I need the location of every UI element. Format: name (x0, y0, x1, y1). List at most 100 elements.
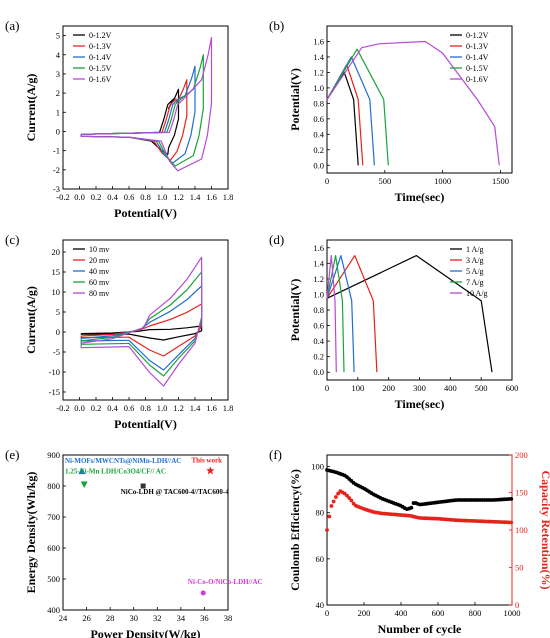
data-point (349, 498, 354, 503)
legend-entry: 80 mv (89, 289, 109, 298)
x-tick-label: 1500 (492, 176, 509, 186)
y-tick-label: 1.4 (313, 258, 324, 268)
x-tick-label: -0.2 (56, 403, 69, 413)
x-axis-label: Time(sec) (395, 397, 445, 411)
x-axis-label: Number of cycle (378, 622, 462, 636)
y-tick-label: 1 (56, 107, 60, 117)
x-tick-label: 400 (395, 608, 408, 618)
gcd-curve (326, 255, 345, 373)
x-tick-label: 0.6 (124, 403, 135, 413)
y-axis-label: Current(A/g) (24, 74, 38, 142)
x-tick-label: 0.6 (124, 192, 135, 202)
y-tick-label: 1.6 (313, 243, 324, 253)
x-tick-label: 28 (106, 613, 115, 623)
legend-entry: 0-1.3V (466, 42, 489, 51)
data-point (409, 505, 414, 510)
data-point (336, 491, 340, 496)
y-tick-label: 0.2 (313, 352, 324, 362)
data-point (206, 466, 215, 475)
gcd-curve (326, 255, 493, 373)
legend-entry: 5 A/g (466, 267, 484, 276)
x-tick-label: 0.2 (91, 192, 102, 202)
x-tick-label: 0 (325, 176, 329, 186)
x-tick-label: 0 (325, 383, 329, 393)
data-point (140, 483, 146, 489)
legend-entry: 0-1.2V (466, 31, 489, 40)
y-tick-label: 0 (56, 126, 60, 136)
x-tick-label: 24 (59, 613, 68, 623)
point-label: NiCo-LDH @ TAC600-4//TAC600-4 (121, 488, 230, 496)
x-axis-label: Potential(V) (114, 417, 177, 431)
x-tick-label: 0.8 (140, 403, 151, 413)
legend-entry: 3 A/g (466, 256, 484, 265)
y-tick-label: 5 (56, 31, 60, 41)
y-tick-label: -5 (53, 347, 60, 357)
gcd-curve (326, 255, 337, 373)
x-tick-label: 1.4 (190, 192, 201, 202)
gcd-curve (326, 48, 389, 166)
x-tick-label: 1000 (504, 608, 521, 618)
legend-entry: 0-1.6V (89, 75, 112, 84)
x-tick-label: 1.2 (173, 192, 184, 202)
y-axis-label: Current(A/g) (24, 286, 38, 354)
y-tick-label: 15 (52, 267, 61, 277)
panel-a: -0.2 0.0 0.2 0.4 0.6 0.8 1.0 1.2 1.4 1.6 1.8 -3 -2 -1… (5, 18, 233, 220)
x-axis-label: Time(sec) (395, 190, 445, 204)
y-tick-label: 5 (56, 307, 60, 317)
data-point (329, 504, 334, 508)
panel-letter: (c) (5, 232, 19, 247)
legend-entry: 0-1.2V (89, 31, 112, 40)
x-tick-label: 0.8 (140, 192, 151, 202)
y-tick-label: 0.6 (313, 321, 324, 331)
data-point (200, 590, 206, 596)
x-tick-label: 1.6 (206, 403, 217, 413)
x-tick-label: 32 (153, 613, 162, 623)
x-tick-label: 100 (351, 383, 364, 393)
y-tick-label: 0.6 (313, 114, 324, 124)
y-tick-label: 80 (316, 508, 325, 518)
x-tick-label: 34 (177, 613, 186, 623)
legend-entry: 10 A/g (466, 289, 488, 298)
x-axis-label: Potential(V) (114, 206, 177, 220)
y2-tick-label: 100 (515, 525, 528, 535)
legend-entry: 0-1.4V (89, 53, 112, 62)
legend: 0-1.2V 0-1.3V 0-1.4V 0-1.5V 0-1.6V (73, 31, 112, 84)
cv-curve (80, 88, 180, 156)
y-tick-label: 1.0 (313, 289, 324, 299)
x-tick-label: 1.8 (223, 192, 234, 202)
legend-entry: 0-1.5V (466, 64, 489, 73)
x-tick-label: 26 (82, 613, 91, 623)
y-tick-label: -2 (53, 165, 60, 175)
x-tick-label: 400 (444, 383, 457, 393)
y-tick-label: 0.4 (313, 129, 324, 139)
panel-d: 0 100 200 300 400 500 600 0.0 0.2 0.4 0.6 0.8 1.0 1.2… (269, 232, 518, 411)
y-tick-label: 1.0 (313, 83, 324, 93)
y-tick-label: 400 (47, 605, 60, 615)
x-tick-label: 0.0 (74, 403, 85, 413)
x-tick-label: 1000 (434, 176, 451, 186)
y-tick-label: 20 (52, 247, 61, 257)
panel-c: -0.2 0.0 0.2 0.4 0.6 0.8 1.0 1.2 1.4 1.6 1.8 -15 -10… (5, 232, 233, 431)
y-tick-label: 1.6 (313, 36, 324, 46)
cv-curve (80, 325, 203, 341)
x-tick-label: 0.4 (107, 192, 118, 202)
legend: 0-1.2V 0-1.3V 0-1.4V 0-1.5V 0-1.6V (450, 31, 489, 84)
legend-entry: 0-1.5V (89, 64, 112, 73)
cv-curve (80, 36, 213, 172)
y-axis-label: Coulomb Efficiency(%) (288, 469, 302, 591)
data-point (347, 496, 352, 500)
legend-entry: 7 A/g (466, 278, 484, 287)
y2-axis-label: Capacity Retention(%) (539, 471, 550, 590)
data-point (509, 496, 514, 501)
y-tick-label: 1.2 (313, 274, 324, 284)
x-tick-label: 1.0 (157, 403, 168, 413)
y-tick-label: 900 (47, 450, 60, 460)
y-tick-label: 1.2 (313, 67, 324, 77)
legend-entry: 0-1.4V (466, 53, 489, 62)
panel-b: 0 500 1000 1500 0.0 0.2 0.4 0.6 0.8 1.0 1.2 1.4 1.6 T… (269, 18, 513, 204)
point-label: This work (191, 457, 222, 465)
x-tick-label: 200 (358, 608, 371, 618)
panel-letter: (f) (269, 447, 282, 462)
